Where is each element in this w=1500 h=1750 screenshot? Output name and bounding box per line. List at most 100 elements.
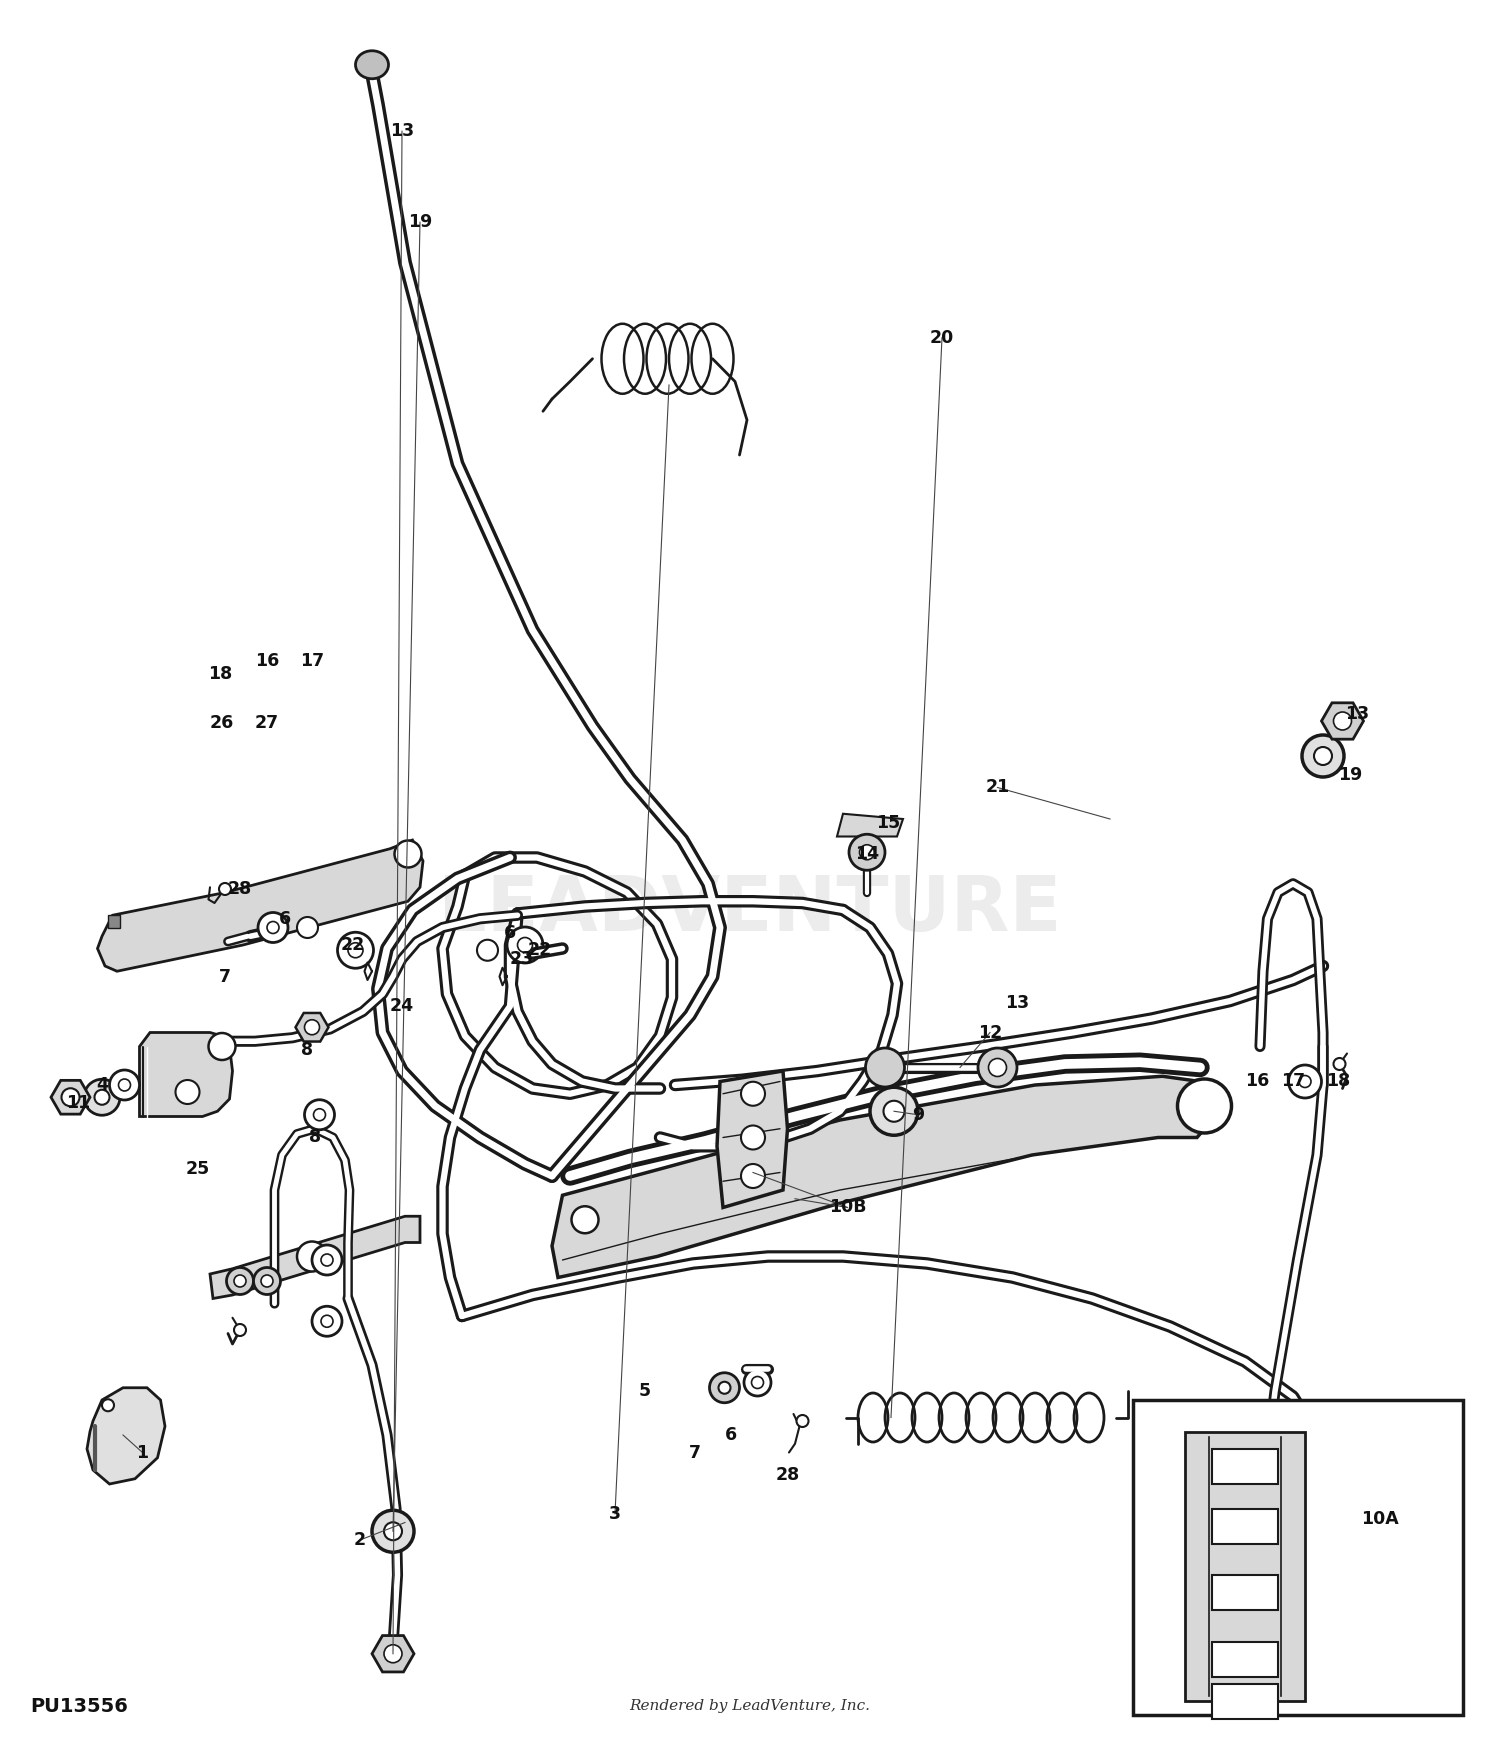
Circle shape [258, 912, 288, 943]
Circle shape [62, 1088, 80, 1106]
Circle shape [1334, 1059, 1346, 1069]
Text: PU13556: PU13556 [30, 1698, 128, 1715]
Text: 16: 16 [255, 653, 279, 670]
Circle shape [477, 940, 498, 961]
Text: 12: 12 [978, 1024, 1002, 1041]
Text: 15: 15 [876, 814, 900, 831]
Circle shape [84, 1080, 120, 1115]
Text: 3: 3 [609, 1505, 621, 1522]
Text: 20: 20 [930, 329, 954, 346]
Text: 6: 6 [279, 910, 291, 928]
Polygon shape [98, 840, 423, 971]
Text: 17: 17 [300, 653, 324, 670]
Circle shape [312, 1244, 342, 1276]
Bar [1212, 1684, 1278, 1718]
Circle shape [1299, 1076, 1311, 1087]
Circle shape [572, 1206, 598, 1234]
Text: 28: 28 [776, 1466, 800, 1484]
Circle shape [744, 1368, 771, 1396]
Circle shape [219, 884, 231, 894]
Circle shape [741, 1164, 765, 1188]
Text: 8: 8 [309, 1129, 321, 1146]
Text: 13: 13 [1346, 705, 1370, 723]
Text: 25: 25 [186, 1160, 210, 1178]
Circle shape [312, 1306, 342, 1337]
Polygon shape [552, 1076, 1215, 1278]
Text: 6: 6 [724, 1426, 736, 1444]
Circle shape [254, 1267, 280, 1295]
Bar [1132, 1400, 1462, 1715]
Text: 6: 6 [504, 924, 516, 942]
Circle shape [394, 840, 422, 868]
Text: 9: 9 [912, 1106, 924, 1124]
Bar [1212, 1449, 1278, 1484]
Circle shape [710, 1372, 740, 1404]
Circle shape [1302, 735, 1344, 777]
Text: 1: 1 [136, 1444, 148, 1461]
Circle shape [234, 1276, 246, 1286]
Text: 24: 24 [390, 997, 414, 1015]
Polygon shape [87, 1388, 165, 1484]
Circle shape [796, 1416, 808, 1426]
Text: 18: 18 [1326, 1073, 1350, 1090]
Circle shape [978, 1048, 1017, 1087]
Text: 10B: 10B [828, 1199, 866, 1216]
Text: 22: 22 [528, 942, 552, 959]
Text: 26: 26 [210, 714, 234, 732]
Circle shape [507, 928, 543, 962]
Text: 7: 7 [688, 1444, 700, 1461]
Circle shape [102, 1400, 114, 1410]
Circle shape [859, 845, 874, 859]
Polygon shape [717, 1071, 788, 1208]
Circle shape [118, 1080, 130, 1090]
Bar [1185, 1432, 1305, 1701]
Text: 14: 14 [855, 845, 879, 863]
Circle shape [865, 1048, 904, 1087]
Circle shape [261, 1276, 273, 1286]
Polygon shape [837, 814, 903, 836]
Polygon shape [108, 915, 120, 928]
Text: 13: 13 [390, 123, 414, 140]
Bar [1212, 1642, 1278, 1676]
Circle shape [176, 1080, 200, 1104]
Circle shape [304, 1020, 320, 1034]
Text: 21: 21 [986, 779, 1010, 796]
Text: 11: 11 [66, 1094, 90, 1111]
Bar [1212, 1575, 1278, 1610]
Circle shape [209, 1032, 236, 1060]
Polygon shape [210, 1216, 420, 1298]
Circle shape [348, 943, 363, 957]
Circle shape [849, 835, 885, 870]
Text: 8: 8 [302, 1041, 313, 1059]
Circle shape [297, 1241, 327, 1272]
Circle shape [338, 933, 374, 968]
Circle shape [94, 1090, 110, 1104]
Circle shape [1334, 712, 1352, 730]
Circle shape [870, 1087, 918, 1136]
Text: 23: 23 [510, 950, 534, 968]
Text: Rendered by LeadVenture, Inc.: Rendered by LeadVenture, Inc. [630, 1699, 870, 1713]
Text: 4: 4 [96, 1076, 108, 1094]
Circle shape [884, 1101, 904, 1122]
Text: 19: 19 [1338, 766, 1362, 784]
Text: 5: 5 [639, 1382, 651, 1400]
Circle shape [234, 1325, 246, 1335]
Text: 19: 19 [408, 214, 432, 231]
Text: 17: 17 [1281, 1073, 1305, 1090]
Text: 7: 7 [219, 968, 231, 985]
Circle shape [110, 1069, 140, 1101]
Text: 16: 16 [1245, 1073, 1269, 1090]
Text: 13: 13 [1005, 994, 1029, 1011]
Circle shape [518, 938, 532, 952]
Circle shape [1314, 747, 1332, 765]
Text: 18: 18 [209, 665, 232, 682]
Circle shape [1178, 1080, 1231, 1132]
Text: 10A: 10A [1360, 1510, 1400, 1528]
Text: 2: 2 [354, 1531, 366, 1549]
Circle shape [752, 1377, 764, 1388]
Circle shape [267, 922, 279, 933]
Text: 27: 27 [255, 714, 279, 732]
Text: 28: 28 [228, 880, 252, 898]
Circle shape [226, 1267, 254, 1295]
Circle shape [321, 1255, 333, 1265]
